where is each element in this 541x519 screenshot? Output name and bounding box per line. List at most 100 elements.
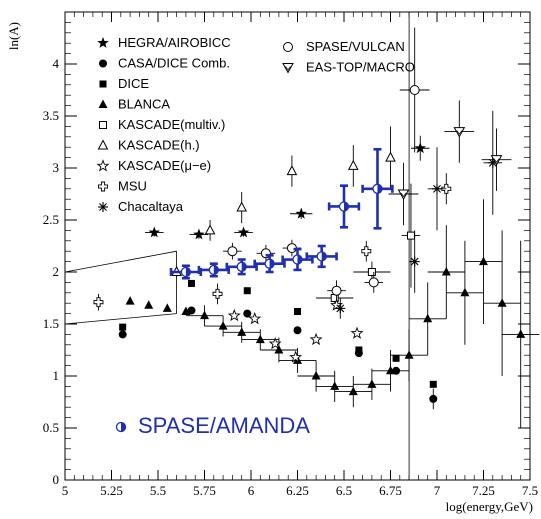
point-marker: [294, 308, 301, 316]
data-point: [371, 350, 410, 392]
y-tick-label: 2: [53, 264, 60, 279]
data-point: [144, 300, 154, 309]
marker-shape: [497, 298, 507, 307]
point-marker: [248, 312, 262, 325]
point-marker: [429, 394, 438, 403]
marker-shape: [386, 365, 395, 375]
marker-shape: [441, 267, 451, 276]
point-marker: [361, 246, 372, 257]
legend-marker: [98, 99, 108, 108]
point-marker: [432, 183, 442, 194]
point-marker: [218, 321, 228, 330]
x-axis-label: log(energy,GeV): [446, 499, 533, 514]
series-blanca: [125, 199, 540, 428]
marker-shape: [516, 329, 526, 338]
marker-shape: [479, 256, 488, 266]
legend-marker: [98, 202, 108, 212]
series-kascade-h-: [171, 126, 396, 278]
data-point: [119, 323, 127, 331]
point-marker: [355, 346, 363, 354]
legend-label: KASCADE(μ−e): [118, 158, 211, 173]
marker-shape: [274, 345, 284, 354]
data-point: [305, 244, 338, 269]
marker-shape: [283, 42, 293, 52]
point-marker: [289, 350, 303, 363]
marker-shape: [99, 121, 107, 129]
point-marker: [118, 330, 127, 339]
point-marker: [193, 228, 205, 240]
point-marker: [180, 266, 192, 278]
data-point: [483, 110, 503, 215]
legend-label: SPASE/VULCAN: [306, 39, 405, 54]
data-point: [189, 228, 209, 240]
legend-marker: [99, 121, 107, 129]
data-point: [268, 336, 282, 350]
data-point: [260, 337, 298, 363]
data-point: [253, 254, 286, 274]
marker-shape: [268, 336, 282, 350]
marker-shape: [187, 306, 196, 315]
marker-shape: [97, 139, 109, 150]
data-point: [464, 199, 503, 324]
x-tick-label: 5.75: [193, 483, 216, 498]
data-point: [401, 183, 421, 288]
y-tick-label: 2.5: [43, 212, 59, 227]
point-marker: [429, 380, 437, 388]
marker-shape: [99, 203, 107, 211]
legend-entry: KASCADE(μ−e): [96, 158, 211, 173]
marker-shape: [368, 277, 379, 288]
data-point: [248, 312, 262, 325]
data-point: [502, 240, 540, 428]
marker-shape: [255, 334, 265, 344]
data-point: [355, 346, 363, 354]
legend-label: KASCADE(h.): [118, 138, 200, 153]
marker-shape: [294, 308, 301, 316]
point-marker: [311, 371, 321, 380]
point-marker: [367, 379, 377, 388]
marker-shape: [181, 306, 191, 316]
point-marker: [479, 256, 488, 266]
marker-shape: [330, 381, 340, 390]
point-marker: [460, 287, 470, 297]
point-marker: [243, 287, 251, 295]
marker-shape: [367, 268, 376, 276]
legend-marker: [97, 139, 109, 150]
point-marker: [414, 142, 426, 154]
series-chacaltaya: [335, 110, 503, 319]
marker-shape: [331, 285, 342, 296]
marker-shape: [118, 330, 127, 339]
data-points: [93, 27, 540, 428]
point-marker: [367, 268, 376, 276]
data-point: [427, 147, 447, 231]
marker-shape: [243, 309, 252, 318]
marker-shape-inner: [400, 192, 407, 198]
point-marker: [162, 303, 172, 312]
marker-shape: [187, 279, 195, 287]
marker-shape: [148, 226, 160, 238]
data-point: [361, 240, 372, 262]
marker-shape: [404, 350, 414, 359]
marker-shape: [98, 99, 108, 108]
series-spase-vulcan: [223, 27, 430, 302]
point-marker: [490, 155, 503, 166]
point-marker: [274, 345, 284, 354]
marker-shape: [367, 379, 377, 388]
point-marker: [348, 386, 358, 396]
marker-shape: [460, 287, 470, 297]
point-marker: [386, 365, 395, 375]
marker-shape: [193, 228, 205, 240]
point-marker: [385, 151, 396, 162]
data-point: [297, 360, 335, 392]
x-tick-label: 7.25: [472, 483, 495, 498]
y-tick-label: 3.5: [43, 108, 59, 123]
point-marker: [236, 261, 247, 272]
marker-shape: [397, 189, 410, 201]
legend-marker: [98, 181, 108, 192]
marker-shape-half: [297, 255, 302, 265]
series-kascade-multiv-: [316, 183, 421, 304]
marker-shape: [423, 313, 433, 323]
marker-shape: [227, 308, 241, 322]
point-marker: [237, 327, 247, 336]
amanda-legend-label: SPASE/AMANDA: [138, 413, 310, 438]
